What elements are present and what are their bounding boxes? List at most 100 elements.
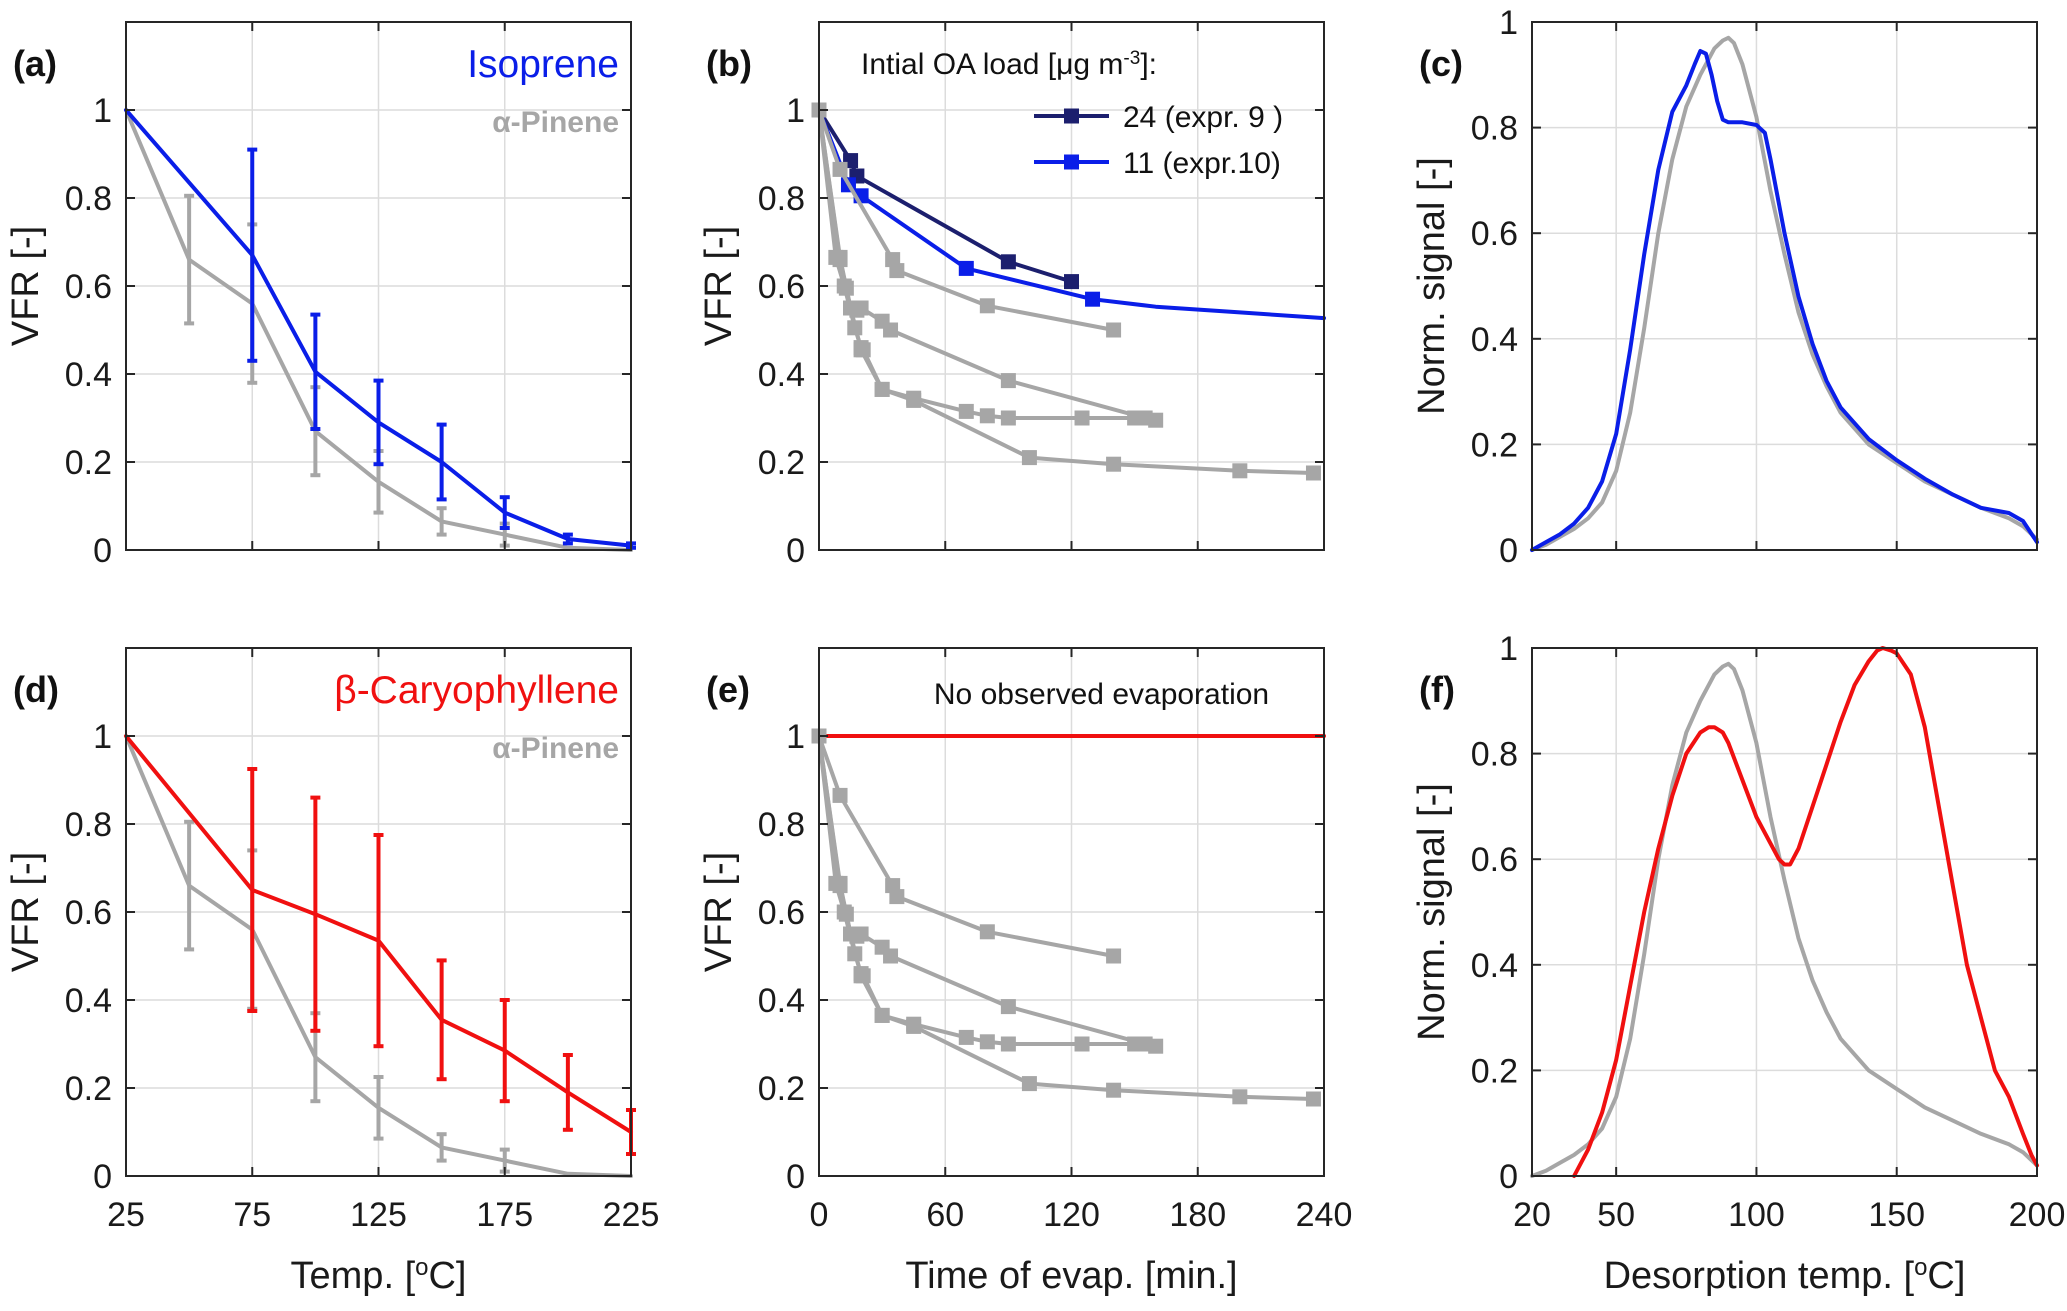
data-point: [1021, 1076, 1037, 1092]
axes-frame: [1531, 647, 2038, 1177]
data-point: [1127, 410, 1143, 426]
data-point: [874, 1007, 890, 1023]
panel-label: (a): [13, 43, 57, 84]
series-line: [124, 108, 633, 548]
data-point: [1000, 254, 1016, 270]
y-tick-label: 0: [93, 1158, 112, 1196]
series-b-2: [1090, 297, 1326, 321]
legend-title: Intial OA load [μg m-3]:: [861, 48, 1157, 82]
data-point: [1000, 373, 1016, 389]
series-line: [1530, 49, 2039, 552]
x-tick-label: 225: [603, 1196, 660, 1234]
y-tick-label: 0.4: [758, 356, 805, 394]
series-c-1: [1530, 49, 2039, 552]
panel-label: (b): [706, 43, 752, 84]
annotation-text: α-Pinene: [492, 106, 619, 139]
x-axis-label: Desorption temp. [oC]: [1604, 1254, 1966, 1298]
data-point: [1305, 465, 1321, 481]
y-tick-label: 1: [786, 92, 805, 130]
data-point: [979, 924, 995, 940]
x-tick-label: 125: [350, 1196, 407, 1234]
data-point: [1074, 410, 1090, 426]
y-tick-label: 0.2: [1471, 426, 1518, 464]
series-a-1: [124, 108, 636, 550]
x-axis-label: Time of evap. [min.]: [905, 1255, 1237, 1297]
data-point: [832, 161, 848, 177]
y-tick-label: 0.6: [65, 894, 112, 932]
data-point: [1064, 274, 1079, 290]
y-tick-label: 1: [93, 92, 112, 130]
data-point: [1074, 1036, 1090, 1052]
data-point: [1106, 948, 1122, 964]
series-e-3: [811, 728, 1143, 1052]
series-line: [124, 734, 633, 1134]
panel-e: 0 0.2 0.4 0.6 0.8 1 0 60 120 180 240 VFR [-] Time of…: [698, 647, 1352, 1297]
series-line: [1572, 646, 2039, 1178]
y-axis-label: VFR [-]: [5, 852, 47, 972]
series-line: [817, 734, 1137, 1046]
x-tick-label: 150: [1868, 1196, 1925, 1234]
annotation-text: β-Caryophyllene: [334, 669, 619, 712]
data-point: [1232, 1089, 1248, 1105]
annotation-text: No observed evaporation: [934, 678, 1269, 711]
data-point: [979, 298, 995, 314]
series-b-5: [811, 102, 1143, 426]
y-tick-label: 0.6: [1471, 841, 1518, 879]
y-tick-label: 0.8: [1471, 736, 1518, 774]
y-tick-label: 1: [93, 718, 112, 756]
data-point: [1127, 1036, 1143, 1052]
series-line: [1530, 661, 2039, 1178]
data-point: [1000, 1036, 1016, 1052]
data-point: [979, 1034, 995, 1050]
data-point: [832, 252, 848, 268]
data-point: [958, 403, 974, 419]
y-axis-label: Norm. signal [-]: [1411, 157, 1453, 415]
data-point: [1106, 1082, 1122, 1098]
y-tick-label: 0.8: [65, 806, 112, 844]
axes-frame: [1531, 21, 2038, 551]
y-tick-label: 1: [1499, 4, 1518, 42]
data-point: [832, 878, 848, 894]
y-axis-label: VFR [-]: [5, 226, 47, 346]
series-e-4: [811, 728, 1321, 1107]
y-tick-label: 0.8: [758, 806, 805, 844]
x-tick-label: 20: [1513, 1196, 1551, 1234]
y-tick-label: 0: [786, 1158, 805, 1196]
y-tick-label: 0.2: [758, 444, 805, 482]
data-point: [889, 263, 905, 279]
series-f-0: [1530, 661, 2039, 1178]
y-axis-label: VFR [-]: [698, 226, 740, 346]
x-tick-label: 100: [1728, 1196, 1785, 1234]
data-point: [958, 260, 974, 276]
series-line: [817, 734, 1316, 1101]
annotation-text: α-Pinene: [492, 732, 619, 765]
y-tick-label: 0.4: [1471, 947, 1518, 985]
legend-swatch-marker: [1064, 154, 1079, 170]
data-point: [1021, 450, 1037, 466]
data-point: [853, 968, 869, 984]
y-tick-label: 0.4: [1471, 321, 1518, 359]
series-line: [817, 108, 1137, 420]
y-tick-label: 0: [1499, 532, 1518, 570]
panel-a: 0 0.2 0.4 0.6 0.8 1 VFR [-] (a) Isoprene α-Pinene: [5, 21, 636, 570]
series-line: [1530, 35, 2039, 552]
data-point: [1000, 410, 1016, 426]
legend-swatch-marker: [1064, 108, 1079, 124]
series-b-4: [811, 102, 1164, 428]
series-f-1: [1572, 646, 2039, 1178]
data-point: [1106, 322, 1122, 338]
y-tick-label: 0.6: [1471, 215, 1518, 253]
data-point: [1106, 456, 1122, 472]
legend-entry-label: 24 (expr. 9 ): [1123, 101, 1283, 134]
x-tick-label: 60: [926, 1196, 964, 1234]
data-point: [883, 322, 899, 338]
data-point: [958, 1029, 974, 1045]
panel-c: 0 0.2 0.4 0.6 0.8 1 Norm. signal [-] (c): [1411, 4, 2039, 570]
y-axis-label: VFR [-]: [698, 852, 740, 972]
y-tick-label: 1: [786, 718, 805, 756]
x-tick-label: 175: [476, 1196, 533, 1234]
x-tick-label: 75: [233, 1196, 271, 1234]
y-tick-label: 0.4: [758, 982, 805, 1020]
y-tick-label: 0: [93, 532, 112, 570]
